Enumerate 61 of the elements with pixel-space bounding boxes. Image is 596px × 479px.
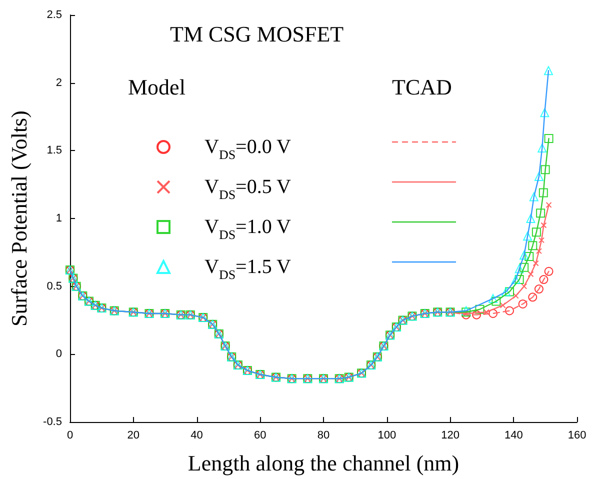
point — [532, 228, 541, 237]
point — [483, 309, 490, 316]
point — [544, 134, 554, 143]
x-tick-label: 40 — [190, 430, 203, 442]
point — [538, 188, 548, 198]
y-tick-label: 1 — [56, 212, 62, 224]
point — [529, 192, 538, 202]
y-tick-label: -0.5 — [43, 416, 62, 428]
point — [511, 275, 520, 284]
point — [539, 275, 548, 284]
point — [538, 143, 547, 152]
point — [540, 222, 547, 228]
point — [520, 250, 529, 260]
point — [546, 202, 552, 208]
y-tick-label: 2.5 — [46, 9, 62, 21]
point — [514, 275, 524, 284]
point — [534, 284, 544, 294]
point — [536, 248, 542, 254]
point — [544, 266, 554, 276]
point — [514, 264, 524, 274]
point — [492, 296, 501, 306]
point — [532, 260, 539, 266]
y-axis-title: Surface Potential (Volts) — [6, 110, 32, 326]
point — [540, 108, 550, 118]
x-tick-label: 80 — [317, 430, 330, 442]
point — [505, 287, 514, 296]
y-tick-label: 1.5 — [46, 144, 62, 157]
point — [534, 172, 544, 181]
point — [518, 299, 528, 308]
x-tick-label: 160 — [568, 430, 586, 442]
x-tick-label: 120 — [441, 430, 460, 442]
point — [520, 262, 529, 272]
y-tick-label: 2 — [56, 76, 62, 89]
x-tick-label: 0 — [66, 430, 74, 442]
annotation: TCAD — [392, 74, 452, 100]
x-tick-label: 140 — [504, 430, 523, 442]
x-tick-label: 60 — [254, 430, 266, 442]
point — [475, 304, 484, 314]
y-tick-label: 0 — [56, 348, 62, 360]
point — [536, 208, 546, 218]
point — [523, 232, 532, 241]
point — [524, 252, 534, 261]
point — [505, 306, 514, 316]
point — [528, 292, 538, 302]
point — [488, 294, 498, 304]
point — [544, 66, 553, 76]
point — [488, 308, 498, 318]
x-tick-label: 20 — [127, 430, 140, 442]
point — [472, 310, 482, 320]
point — [500, 302, 506, 308]
y-tick-label: 0.5 — [46, 280, 62, 292]
point — [540, 165, 550, 174]
point — [502, 287, 511, 296]
point — [528, 241, 538, 250]
point — [526, 214, 536, 223]
point — [528, 271, 534, 278]
x-axis-title: Length along the channel (nm) — [188, 450, 460, 476]
chart-title: TM CSG MOSFET — [170, 22, 344, 46]
point — [538, 237, 545, 244]
x-tick-label: 100 — [378, 430, 396, 442]
annotation: Model — [128, 74, 186, 100]
